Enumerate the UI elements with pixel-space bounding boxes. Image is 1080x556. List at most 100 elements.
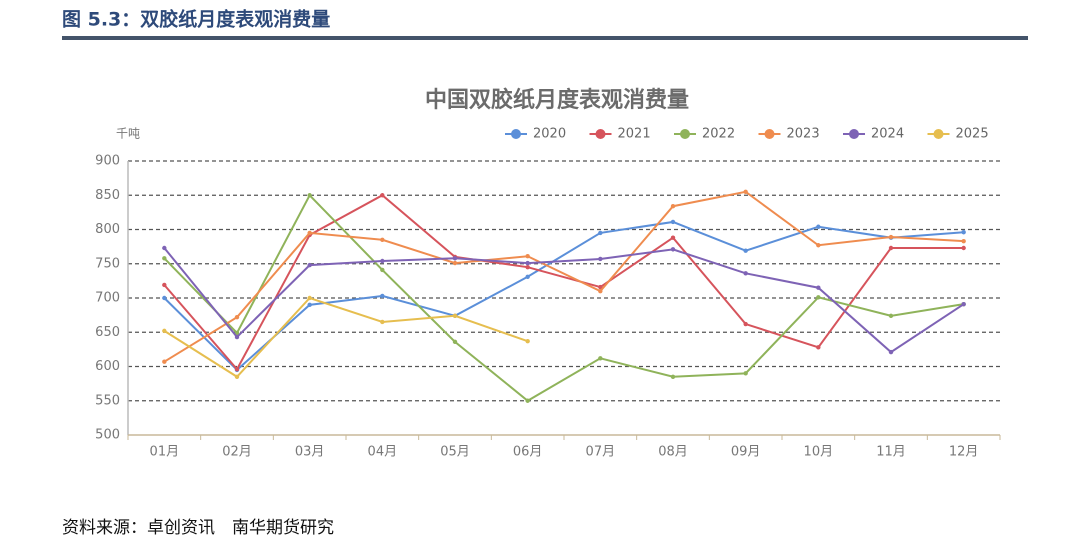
y-tick-label: 850: [95, 188, 120, 203]
data-point: [598, 256, 603, 262]
figure-title: 图 5.3：双胶纸月度表观消费量: [62, 8, 330, 31]
data-point: [162, 295, 167, 301]
data-point: [525, 264, 530, 270]
data-point: [816, 285, 821, 290]
data-point: [816, 243, 821, 248]
data-point: [234, 334, 240, 340]
data-point: [525, 398, 530, 403]
data-point: [888, 349, 894, 355]
data-point: [452, 260, 458, 266]
data-point: [380, 319, 385, 325]
x-tick-label: 07月: [586, 445, 616, 460]
data-point: [380, 193, 385, 198]
data-point: [162, 245, 167, 251]
series-line: [163, 247, 965, 354]
data-point: [525, 274, 530, 279]
series-line: [163, 296, 528, 379]
data-point: [162, 282, 167, 288]
data-point: [162, 359, 167, 364]
data-point: [961, 238, 966, 244]
y-tick-label: 650: [95, 325, 120, 340]
header-rule: [62, 36, 1028, 40]
data-point: [598, 288, 603, 294]
y-axis-label: 千吨: [116, 127, 140, 141]
series-line: [163, 194, 964, 371]
data-point: [598, 284, 603, 290]
data-point: [234, 367, 240, 372]
data-point: [525, 254, 530, 259]
data-point: [961, 301, 966, 307]
legend-marker: [680, 129, 690, 139]
data-point: [307, 302, 312, 308]
x-tick-label: 04月: [368, 445, 398, 460]
data-point: [743, 189, 748, 195]
data-point: [307, 295, 312, 301]
data-point: [670, 374, 676, 379]
data-point: [743, 248, 748, 253]
y-tick-label: 500: [95, 428, 120, 443]
x-tick-label: 03月: [295, 445, 325, 460]
legend-marker: [764, 129, 775, 139]
data-point: [307, 193, 312, 198]
data-point: [380, 258, 385, 264]
data-point: [380, 293, 385, 299]
source-note: 资料来源：卓创资讯 南华期货研究: [62, 518, 334, 538]
y-tick-label: 550: [95, 393, 120, 408]
y-tick-label: 750: [95, 256, 120, 271]
legend-label: 2024: [871, 127, 904, 142]
y-tick-label: 600: [95, 359, 120, 374]
data-point: [816, 345, 821, 350]
data-point: [162, 256, 167, 261]
data-point: [452, 313, 458, 319]
data-point: [961, 245, 966, 251]
chart-title: 中国双胶纸月度表观消费量: [425, 87, 689, 113]
data-point: [743, 321, 748, 327]
data-point: [743, 371, 748, 376]
data-point: [598, 230, 603, 236]
data-point: [162, 328, 167, 334]
data-point: [670, 247, 676, 252]
data-point: [888, 313, 894, 319]
series-line: [163, 193, 964, 402]
data-point: [888, 234, 894, 240]
data-point: [525, 338, 530, 344]
data-point: [816, 295, 821, 300]
data-point: [452, 339, 458, 345]
data-point: [234, 314, 240, 320]
data-point: [380, 267, 385, 273]
data-point: [598, 356, 603, 361]
data-point: [670, 219, 676, 225]
y-tick-label: 700: [95, 291, 120, 306]
x-tick-label: 11月: [876, 445, 906, 460]
legend-label: 2021: [618, 127, 651, 142]
x-tick-label: 10月: [804, 445, 834, 460]
data-point: [380, 237, 385, 242]
data-point: [307, 262, 312, 268]
data-point: [888, 245, 894, 251]
y-tick-label: 800: [95, 222, 120, 237]
data-point: [452, 256, 458, 261]
data-point: [670, 235, 676, 240]
legend-label: 2020: [533, 127, 566, 142]
series-line: [163, 190, 964, 363]
legend-marker: [511, 129, 521, 139]
x-tick-label: 05月: [440, 445, 470, 460]
x-tick-label: 09月: [731, 445, 761, 460]
legend-marker: [933, 129, 944, 139]
legend-marker: [595, 129, 606, 139]
x-tick-label: 01月: [150, 445, 180, 460]
y-tick-label: 900: [95, 154, 120, 169]
x-tick-label: 12月: [949, 445, 979, 460]
x-tick-label: 08月: [658, 445, 688, 460]
data-point: [525, 260, 530, 266]
legend-label: 2025: [956, 127, 989, 142]
series-line: [163, 220, 964, 372]
data-point: [307, 230, 312, 236]
legend-label: 2023: [787, 127, 820, 142]
x-tick-label: 02月: [222, 445, 252, 460]
data-point: [234, 330, 240, 336]
data-point: [743, 271, 748, 276]
legend-marker: [849, 129, 859, 139]
x-tick-label: 06月: [513, 445, 543, 460]
